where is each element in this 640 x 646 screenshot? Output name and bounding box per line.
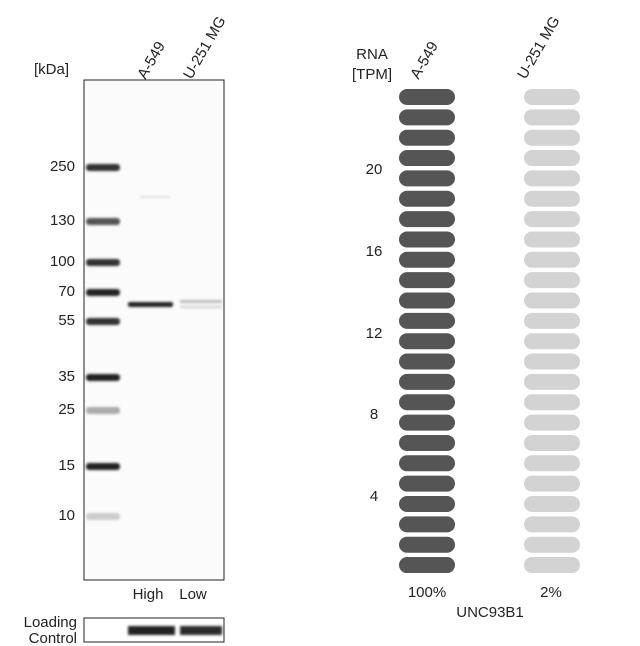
loading-label: Loading — [24, 614, 77, 631]
band — [128, 302, 173, 307]
pill — [524, 516, 580, 533]
pill — [524, 373, 580, 390]
pill — [524, 333, 580, 350]
pill — [399, 496, 455, 512]
pill — [524, 353, 580, 370]
pill — [524, 394, 580, 411]
percentage: 100% — [408, 584, 446, 601]
ladder-band — [86, 513, 120, 520]
pill — [524, 557, 580, 574]
rna-pills — [399, 89, 580, 574]
pill — [524, 170, 580, 187]
pill — [399, 251, 455, 268]
loading-band — [128, 626, 175, 635]
ladder — [86, 164, 120, 520]
pill — [399, 89, 455, 105]
marker-label: 250 — [50, 158, 75, 175]
marker-label: 130 — [50, 212, 75, 229]
marker-label: 100 — [50, 253, 75, 270]
rna-axis-label: [TPM] — [352, 66, 392, 83]
pill — [524, 109, 580, 126]
pill — [399, 353, 455, 370]
gene-name: UNC93B1 — [456, 604, 524, 621]
rna-tick-label: 8 — [370, 406, 378, 423]
band — [180, 300, 222, 303]
marker-label: 10 — [58, 507, 75, 524]
pill — [399, 455, 455, 472]
pill — [399, 557, 455, 574]
pill — [524, 312, 580, 329]
pill — [399, 536, 455, 553]
pill — [399, 129, 455, 146]
level-label: Low — [179, 586, 207, 603]
pill — [399, 373, 455, 390]
ladder-band — [86, 407, 120, 414]
pill — [524, 496, 580, 512]
pill — [399, 190, 455, 207]
pill — [399, 434, 455, 451]
pill — [524, 272, 580, 289]
pill — [524, 536, 580, 553]
marker-label: 15 — [58, 457, 75, 474]
pill — [399, 231, 455, 248]
pill — [399, 414, 455, 431]
ladder-band — [86, 259, 120, 266]
rna-tick-label: 16 — [366, 243, 383, 260]
pill — [524, 231, 580, 248]
unit-label: [kDa] — [34, 61, 69, 78]
pill — [524, 129, 580, 146]
pill — [524, 89, 580, 105]
marker-label: 25 — [58, 401, 75, 418]
pill — [399, 109, 455, 126]
pill — [524, 414, 580, 431]
rna-tick-label: 12 — [366, 325, 383, 342]
ladder-band — [86, 218, 120, 225]
pill — [524, 292, 580, 309]
blot-membrane — [83, 79, 225, 581]
pill — [524, 434, 580, 451]
level-label: High — [133, 586, 164, 603]
pill — [399, 394, 455, 411]
pill — [524, 190, 580, 207]
pill — [399, 170, 455, 187]
rna-axis-label: RNA — [356, 46, 388, 63]
ladder-band — [86, 164, 120, 171]
rna-tick-label: 20 — [366, 161, 383, 178]
loading-label: Control — [29, 630, 77, 646]
percentage: 2% — [540, 584, 562, 601]
pill — [399, 211, 455, 228]
pill — [399, 272, 455, 289]
ladder-band — [86, 289, 120, 296]
marker-label: 70 — [58, 283, 75, 300]
loading-band — [180, 626, 222, 635]
pill — [524, 455, 580, 472]
pill — [524, 150, 580, 167]
marker-label: 55 — [58, 312, 75, 329]
pill — [399, 150, 455, 167]
pill — [524, 211, 580, 228]
pill — [399, 333, 455, 350]
ladder-band — [86, 374, 120, 381]
rna-tick-label: 4 — [370, 488, 378, 505]
ladder-band — [86, 318, 120, 325]
band — [180, 306, 222, 308]
pill — [399, 292, 455, 309]
pill — [399, 516, 455, 533]
marker-label: 35 — [58, 368, 75, 385]
pill — [524, 251, 580, 268]
band — [140, 196, 170, 198]
ladder-band — [86, 463, 120, 470]
pill — [399, 312, 455, 329]
pill — [524, 475, 580, 492]
pill — [399, 475, 455, 492]
